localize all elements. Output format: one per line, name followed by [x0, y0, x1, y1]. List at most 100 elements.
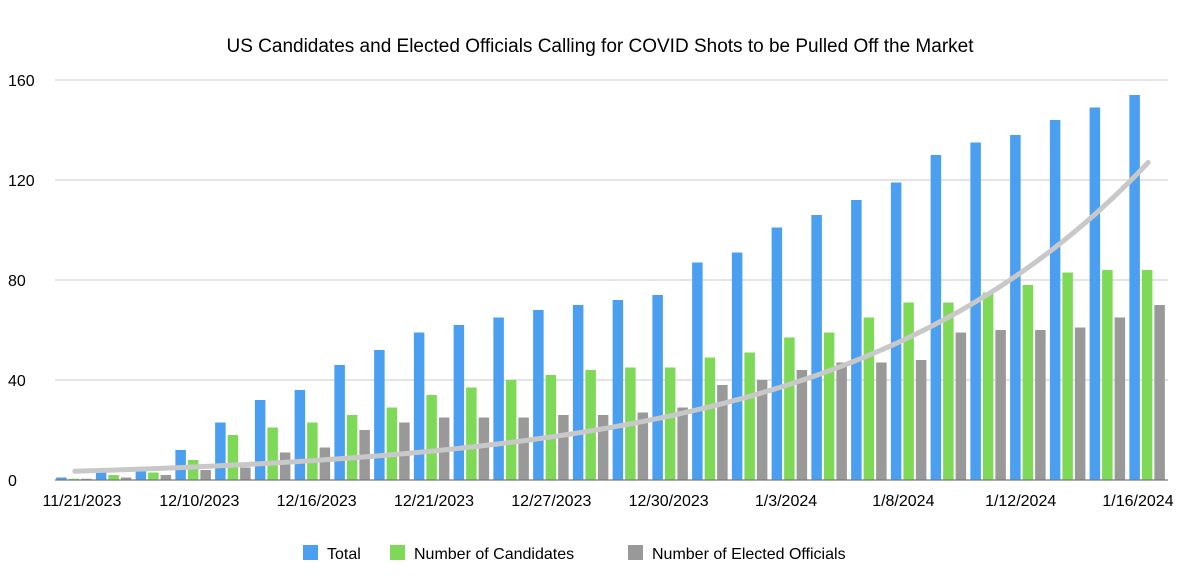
bar-number-of-elected-officials [319, 447, 331, 480]
legend-label: Total [327, 546, 361, 563]
y-axis-ticks: 0 40 80 120 160 [8, 73, 35, 490]
bar-number-of-elected-officials [81, 478, 92, 480]
legend: Total Number of Candidates Number of Elect… [303, 545, 846, 563]
bar-number-of-elected-officials [836, 362, 847, 480]
bar-number-of-candidates [1062, 272, 1073, 480]
bar-number-of-candidates [1141, 270, 1153, 480]
bar-number-of-candidates [704, 357, 716, 480]
bar-number-of-candidates [664, 367, 676, 480]
bar-number-of-candidates [505, 380, 517, 480]
bar-number-of-elected-officials [240, 467, 251, 480]
x-tick-label: 1/16/2024 [1102, 493, 1173, 510]
bar-total [533, 310, 544, 480]
bar-number-of-elected-officials [1114, 317, 1126, 480]
bar-number-of-candidates [307, 422, 318, 480]
bar-number-of-candidates [386, 407, 398, 480]
legend-label: Number of Candidates [414, 546, 574, 563]
y-tick-label: 80 [8, 273, 26, 290]
bar-number-of-candidates [744, 352, 755, 480]
x-tick-label: 12/10/2023 [159, 493, 239, 510]
bar-total [1129, 95, 1140, 480]
bar-total [1049, 120, 1061, 480]
bar-number-of-candidates [108, 475, 119, 480]
x-tick-label: 12/21/2023 [394, 493, 474, 510]
bar-total [413, 332, 425, 480]
bar-number-of-elected-officials [1074, 327, 1086, 480]
bar-number-of-elected-officials [518, 417, 529, 480]
bar-total [493, 317, 504, 480]
bar-total [374, 350, 385, 480]
bar-total [135, 467, 147, 480]
bar-number-of-candidates [426, 395, 437, 480]
bar-number-of-elected-officials [796, 370, 808, 480]
bar-number-of-candidates [187, 460, 199, 480]
x-tick-label: 12/16/2023 [277, 493, 357, 510]
x-tick-label: 1/8/2024 [872, 493, 934, 510]
bar-total [811, 215, 822, 480]
bar-number-of-elected-officials [717, 385, 728, 480]
bar-number-of-candidates [1022, 285, 1034, 480]
bar-total [692, 262, 703, 480]
bar-number-of-elected-officials [597, 415, 609, 480]
bar-number-of-candidates [823, 332, 835, 480]
bar-number-of-elected-officials [558, 415, 569, 480]
bar-total [294, 390, 306, 480]
x-tick-label: 1/3/2024 [755, 493, 817, 510]
bar-total [731, 252, 743, 480]
grid-lines [55, 79, 1168, 381]
legend-swatch [628, 545, 643, 560]
bar-number-of-elected-officials [1035, 330, 1046, 480]
bar-total [453, 325, 465, 480]
bar-number-of-elected-officials [279, 452, 291, 480]
bar-total [612, 300, 624, 480]
bar-number-of-candidates [784, 337, 795, 480]
bar-number-of-elected-officials [637, 412, 649, 480]
bar-number-of-candidates [903, 302, 914, 480]
bar-number-of-elected-officials [995, 330, 1006, 480]
bar-total [1089, 107, 1101, 480]
bar-number-of-candidates [1102, 270, 1113, 480]
bar-total [851, 200, 862, 480]
bar-number-of-candidates [863, 317, 875, 480]
bar-number-of-elected-officials [120, 477, 132, 480]
bar-total [56, 477, 67, 480]
bar-total [95, 472, 107, 480]
bar-total [771, 227, 783, 480]
bar-total [970, 142, 981, 480]
legend-label: Number of Elected Officials [652, 546, 846, 563]
bars [56, 95, 1165, 480]
x-tick-label: 1/12/2024 [985, 493, 1056, 510]
bar-number-of-elected-officials [677, 407, 688, 480]
bar-total [652, 295, 663, 480]
bar-total [1010, 135, 1021, 480]
bar-total [890, 182, 902, 480]
bar-total [572, 305, 584, 480]
bar-number-of-elected-officials [160, 475, 172, 480]
bar-total [175, 450, 186, 480]
y-tick-label: 40 [8, 373, 26, 390]
bar-total [215, 422, 226, 480]
bar-total [334, 365, 345, 480]
bar-number-of-candidates [545, 375, 557, 480]
bar-number-of-elected-officials [478, 417, 490, 480]
bar-number-of-elected-officials [876, 362, 887, 480]
bar-number-of-elected-officials [756, 380, 768, 480]
trendline [72, 160, 1151, 474]
legend-swatch [303, 545, 318, 560]
bar-number-of-candidates [585, 370, 596, 480]
bar-number-of-elected-officials [915, 360, 927, 480]
trendline-path [72, 160, 1151, 474]
bar-number-of-candidates [982, 292, 994, 480]
bar-number-of-elected-officials [1154, 305, 1165, 480]
x-tick-label: 12/30/2023 [629, 493, 709, 510]
y-tick-label: 0 [8, 473, 17, 490]
x-axis-ticks: 11/21/2023 12/10/2023 12/16/2023 12/21/2023… [43, 493, 1174, 510]
x-tick-label: 12/27/2023 [511, 493, 591, 510]
bar-number-of-candidates [466, 387, 477, 480]
bar-number-of-candidates [267, 427, 278, 480]
bar-number-of-candidates [346, 415, 358, 480]
bar-total [254, 400, 266, 480]
bar-number-of-candidates [227, 435, 239, 480]
bar-number-of-elected-officials [200, 470, 211, 480]
